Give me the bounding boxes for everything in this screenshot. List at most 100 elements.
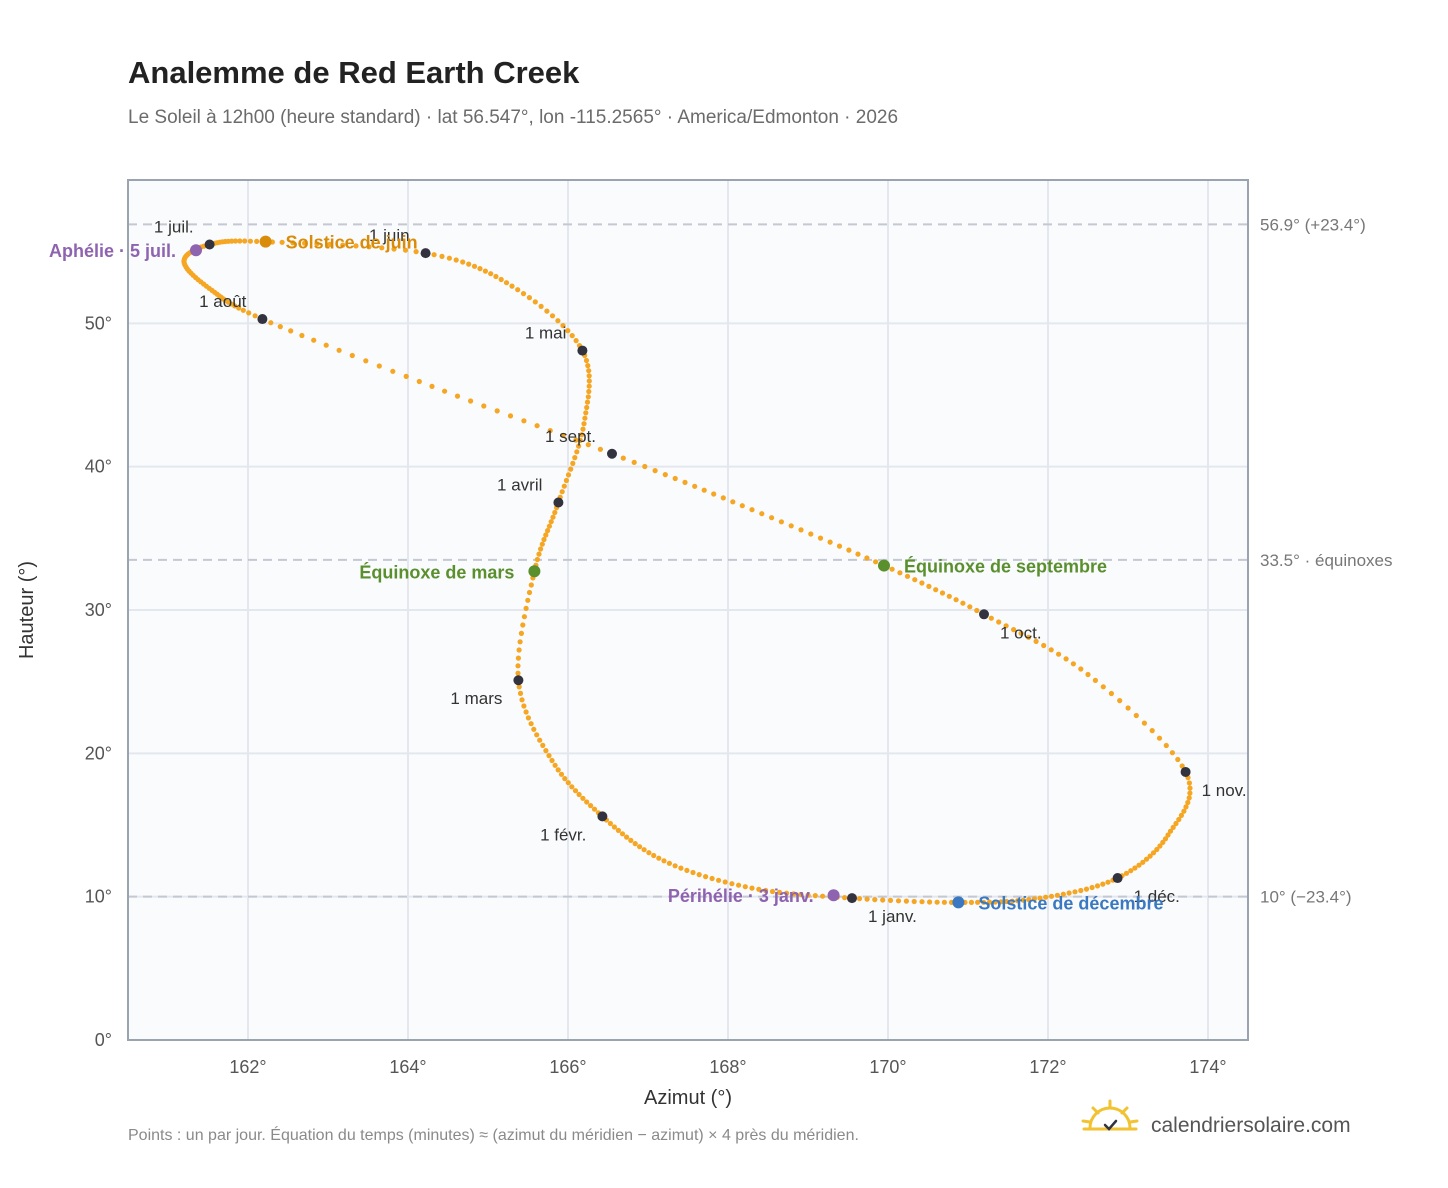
daily-sun-position-dot <box>588 803 594 809</box>
daily-sun-position-dot <box>543 532 549 538</box>
daily-sun-position-dot <box>538 546 544 552</box>
month-label: 1 juil. <box>154 218 194 237</box>
daily-sun-position-dot <box>366 244 372 250</box>
daily-sun-position-dot <box>749 507 755 513</box>
daily-sun-position-dot <box>1089 884 1095 891</box>
daily-sun-position-dot <box>1186 795 1192 801</box>
daily-sun-position-dot <box>519 697 525 703</box>
daily-sun-position-dot <box>1165 832 1171 838</box>
daily-sun-position-dot <box>666 860 673 866</box>
daily-sun-position-dot <box>682 479 688 485</box>
daily-sun-position-dot <box>1043 894 1049 900</box>
daily-sun-position-dot <box>1003 623 1009 629</box>
daily-sun-position-dot <box>585 363 591 369</box>
daily-sun-position-dot <box>798 527 804 533</box>
daily-sun-position-dot <box>526 295 533 301</box>
daily-sun-position-dot <box>716 877 722 883</box>
daily-sun-position-dot <box>538 303 544 309</box>
month-marker <box>597 811 608 822</box>
event-label: Solstice de juin <box>286 233 418 253</box>
month-marker <box>553 497 564 508</box>
daily-sun-position-dot <box>992 899 998 905</box>
daily-sun-position-dot <box>812 893 818 899</box>
daily-sun-position-dot <box>1031 896 1037 902</box>
daily-sun-position-dot <box>534 556 541 563</box>
daily-sun-position-dot <box>268 320 274 326</box>
daily-sun-position-dot <box>288 328 294 334</box>
daily-sun-position-dot <box>1150 850 1157 856</box>
daily-sun-position-dot <box>488 271 494 277</box>
daily-sun-position-dot <box>808 531 814 537</box>
daily-sun-position-dot <box>661 858 667 864</box>
daily-sun-position-dot <box>739 503 745 509</box>
daily-sun-position-dot <box>872 897 878 903</box>
daily-sun-position-dot <box>520 622 526 628</box>
daily-sun-position-dot <box>1094 883 1101 889</box>
y-tick-label: 20° <box>85 743 112 763</box>
daily-sun-position-dot <box>537 737 543 743</box>
daily-sun-position-dot <box>586 373 592 379</box>
daily-sun-position-dot <box>1156 735 1163 741</box>
daily-sun-position-dot <box>756 886 762 892</box>
daily-sun-position-dot <box>1123 870 1130 876</box>
daily-sun-position-dot <box>528 721 534 727</box>
daily-sun-position-dot <box>1185 799 1191 806</box>
daily-sun-position-dot <box>232 303 238 309</box>
daily-sun-position-dot <box>820 893 826 899</box>
daily-sun-position-dot <box>252 313 258 319</box>
daily-sun-position-dot <box>1026 897 1032 903</box>
x-axis-label: Azimut (°) <box>644 1087 732 1109</box>
daily-sun-position-dot <box>996 619 1002 625</box>
daily-sun-position-dot <box>363 358 369 364</box>
daily-sun-position-dot <box>933 587 939 593</box>
daily-sun-position-dot <box>531 726 537 732</box>
daily-sun-position-dot <box>1187 790 1193 796</box>
daily-sun-position-dot <box>1018 630 1024 637</box>
x-tick-label: 166° <box>549 1057 586 1077</box>
daily-sun-position-dot <box>1163 742 1169 749</box>
reference-line-label: 33.5° · équinoxes <box>1260 551 1393 570</box>
month-marker <box>607 448 617 459</box>
daily-sun-position-dot <box>521 418 527 424</box>
daily-sun-position-dot <box>585 394 591 400</box>
daily-sun-position-dot <box>545 528 551 534</box>
month-marker <box>577 345 588 356</box>
daily-sun-position-dot <box>379 245 385 251</box>
daily-sun-position-dot <box>540 742 546 749</box>
daily-sun-position-dot <box>729 881 735 887</box>
month-label: 1 juin <box>369 226 410 245</box>
daily-sun-position-dot <box>565 472 572 478</box>
daily-sun-position-dot <box>703 874 709 880</box>
daily-sun-position-dot <box>684 867 690 874</box>
daily-sun-position-dot <box>543 748 549 754</box>
daily-sun-position-dot <box>572 455 578 461</box>
daily-sun-position-dot <box>749 885 755 891</box>
daily-sun-position-dot <box>576 443 582 449</box>
daily-sun-position-dot <box>856 896 863 902</box>
daily-sun-position-dot <box>1133 712 1139 719</box>
daily-sun-position-dot <box>836 543 843 549</box>
daily-sun-position-dot <box>1141 720 1147 726</box>
y-tick-label: 50° <box>85 313 112 333</box>
daily-sun-position-dot <box>446 255 452 261</box>
daily-sun-position-dot <box>1041 642 1047 649</box>
month-label: 1 déc. <box>1134 887 1180 906</box>
daily-sun-position-dot <box>349 352 355 359</box>
event-label: Aphélie · 5 juil. <box>49 241 176 261</box>
month-marker <box>847 893 857 904</box>
daily-sun-position-dot <box>583 410 589 416</box>
page-title: Analemme de Red Earth Creek <box>128 55 580 90</box>
daily-sun-position-dot <box>769 888 776 895</box>
daily-sun-position-dot <box>517 690 524 697</box>
daily-sun-position-dot <box>390 368 396 374</box>
daily-sun-position-dot <box>302 240 308 246</box>
daily-sun-position-dot <box>1105 879 1111 885</box>
month-marker <box>204 239 215 250</box>
daily-sun-position-dot <box>323 342 329 348</box>
daily-sun-position-dot <box>477 266 483 272</box>
daily-sun-position-dot <box>569 333 575 339</box>
reference-line-label: 10° (−23.4°) <box>1260 888 1352 907</box>
daily-sun-position-dot <box>1179 763 1185 769</box>
month-label: 1 févr. <box>540 825 586 844</box>
daily-sun-position-dot <box>468 398 474 404</box>
